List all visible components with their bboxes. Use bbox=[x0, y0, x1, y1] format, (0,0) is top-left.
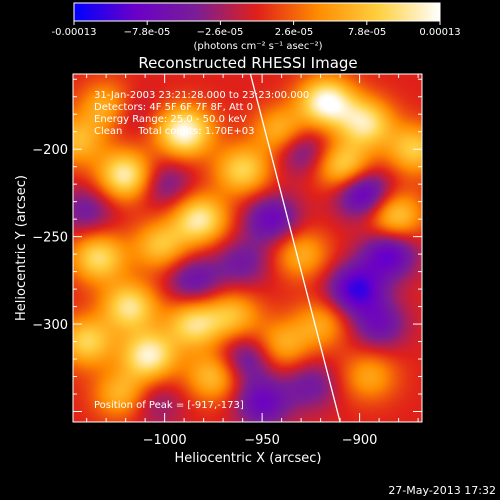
plot-frame bbox=[72, 73, 423, 423]
colorbar-tick-label: 2.6e-05 bbox=[275, 27, 313, 38]
colorbar-tick-label: 7.8e-05 bbox=[348, 27, 386, 38]
y-axis-label: Heliocentric Y (arcsec) bbox=[14, 175, 29, 321]
colorbar-tick-label: −2.6e-05 bbox=[197, 27, 244, 38]
colorbar-unit-label: (photons cm⁻² s⁻¹ asec⁻²) bbox=[193, 41, 322, 52]
y-tick-label: −200 bbox=[32, 143, 68, 158]
footer-timestamp: 27-May-2013 17:32 bbox=[388, 484, 496, 497]
y-tick-label: −250 bbox=[32, 231, 68, 246]
peak-position-label: Position of Peak = [-917,-173] bbox=[94, 400, 244, 411]
annotation-detectors: Detectors: 4F 5F 6F 7F 8F, Att 0 bbox=[94, 102, 253, 113]
x-tick-label: −900 bbox=[342, 433, 378, 448]
colorbar-tick-label: -0.00013 bbox=[52, 27, 97, 38]
chart-title: Reconstructed RHESSI Image bbox=[138, 54, 357, 72]
colorbar-ticks bbox=[73, 21, 441, 25]
y-tick-label: −300 bbox=[32, 318, 68, 333]
x-tick-label: −950 bbox=[244, 433, 280, 448]
x-tick-label: −1000 bbox=[143, 433, 187, 448]
colorbar bbox=[73, 2, 441, 22]
annotation-clean-counts: Clean Total counts: 1.70E+03 bbox=[94, 126, 254, 137]
annotation-time-range: 31-Jan-2003 23:21:28.000 to 23:23:00.000 bbox=[94, 90, 309, 101]
x-axis-label: Heliocentric X (arcsec) bbox=[175, 451, 322, 466]
heatmap-image bbox=[73, 74, 422, 422]
axis-ticks bbox=[73, 74, 422, 422]
solar-limb-line bbox=[249, 74, 341, 422]
annotation-energy-range: Energy Range: 25.0 - 50.0 keV bbox=[94, 114, 247, 125]
colorbar-tick-label: −7.8e-05 bbox=[124, 27, 171, 38]
colorbar-tick-label: 0.00013 bbox=[419, 27, 460, 38]
